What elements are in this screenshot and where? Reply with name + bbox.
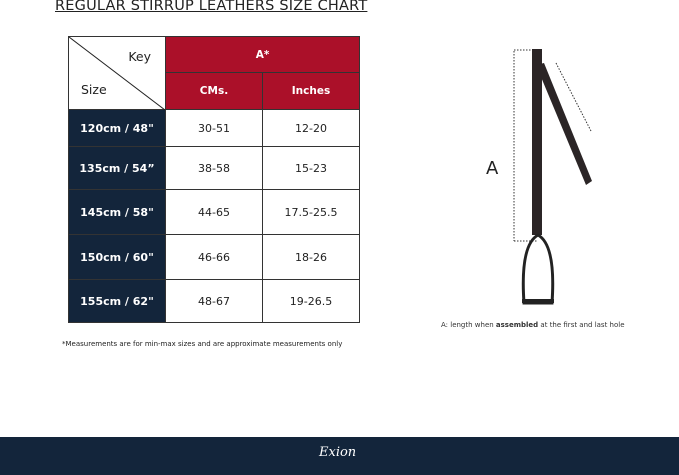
brand-logo: Exion [319,445,357,460]
inches-cell: 12-20 [262,109,360,147]
measurement-note: *Measurements are for min-max sizes and … [62,340,343,348]
size-cell: 150cm / 60" [68,234,166,280]
dimension-a-label: A [486,158,499,179]
size-cell: 145cm / 58" [68,189,166,235]
cms-cell: 48-67 [165,279,263,323]
caption-bold: assembled [495,321,539,329]
cms-cell: 38-58 [165,146,263,190]
inches-cell: 19-26.5 [262,279,360,323]
inches-cell: 18-26 [262,234,360,280]
col-header-cms: CMs. [165,72,263,110]
diagram-caption: A: length when assembled at the first an… [441,321,625,329]
table-row: 135cm / 54” 38-58 15-23 [68,146,360,190]
size-cell: 120cm / 48" [68,109,166,147]
stirrup-leather-illustration [513,49,592,305]
key-label: Key [128,49,151,64]
page-title: REGULAR STIRRUP LEATHERS SIZE CHART [55,0,368,14]
size-chart-table: Key Size A* CMs. Inches 120cm / 48" 30-51… [68,36,360,323]
size-cell: 155cm / 62" [68,279,166,323]
table-row: 120cm / 48" 30-51 12-20 [68,109,360,147]
inches-cell: 17.5-25.5 [262,189,360,235]
size-label: Size [81,82,107,97]
size-cell: 135cm / 54” [68,146,166,190]
group-header: A* [165,36,360,73]
caption-text: at the first and last hole [538,321,625,329]
cms-cell: 30-51 [165,109,263,147]
table-row: 150cm / 60" 46-66 18-26 [68,234,360,280]
cms-cell: 46-66 [165,234,263,280]
table-row: 145cm / 58" 44-65 17.5-25.5 [68,189,360,235]
caption-text: A: length when [441,321,496,329]
footer-band [0,437,679,475]
cms-cell: 44-65 [165,189,263,235]
col-header-inches: Inches [262,72,360,110]
corner-cell: Key Size [68,36,166,110]
inches-cell: 15-23 [262,146,360,190]
table-row: 155cm / 62" 48-67 19-26.5 [68,279,360,323]
